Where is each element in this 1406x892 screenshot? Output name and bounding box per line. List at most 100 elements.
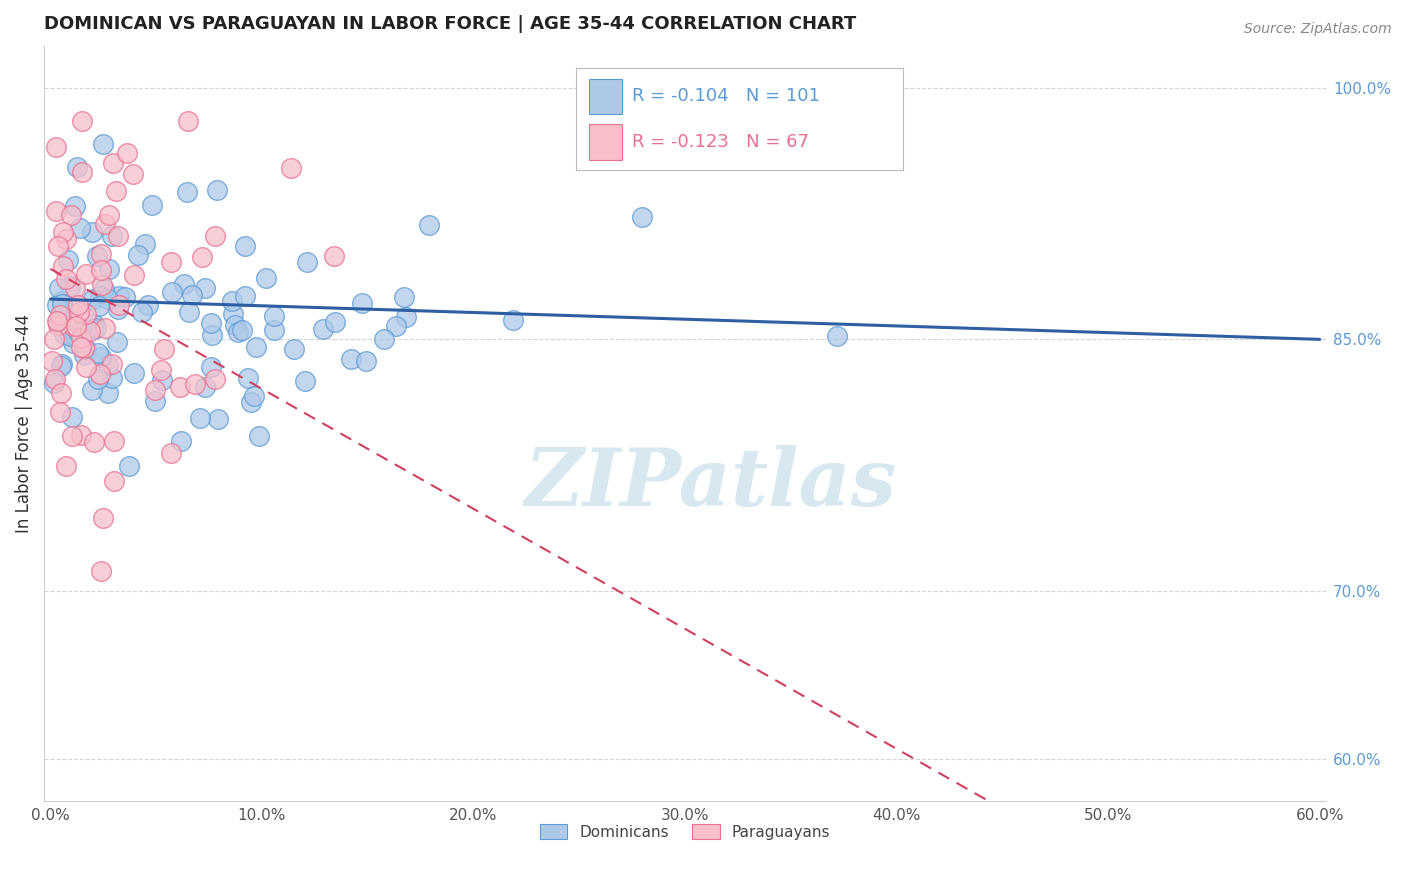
Point [70,164,93,178]
Point [101,371,124,385]
Point [45,204,67,219]
Point [236,371,259,385]
Point [221,294,243,309]
Point [339,351,361,366]
Point [243,389,266,403]
Point [90,351,112,365]
Point [49,308,72,322]
Point [354,354,377,368]
Point [325,886,347,892]
Point [247,429,270,443]
Point [41,354,63,368]
Point [204,228,226,243]
Y-axis label: In Labor Force | Age 35-44: In Labor Force | Age 35-44 [15,314,32,533]
Point [84,321,107,335]
Point [60,208,83,222]
Point [93,218,115,232]
Point [222,307,245,321]
Point [226,326,249,340]
Point [631,210,654,224]
Point [160,285,183,300]
Point [69,428,91,442]
Point [200,316,222,330]
Point [55,459,77,474]
Point [66,160,89,174]
Point [131,304,153,318]
Point [134,237,156,252]
Point [280,161,302,175]
Legend: Dominicans, Paraguayans: Dominicans, Paraguayans [534,818,837,847]
Point [52,259,75,273]
Point [97,385,120,400]
Point [153,342,176,356]
Point [159,255,181,269]
Point [121,167,143,181]
Point [44,372,66,386]
Text: ZIPatlas: ZIPatlas [524,445,897,523]
Point [46,298,69,312]
Point [89,299,111,313]
Point [67,305,90,319]
Point [311,322,333,336]
Point [177,305,200,319]
Point [294,374,316,388]
Point [103,474,125,488]
Point [352,296,374,310]
Point [176,186,198,200]
Point [79,324,101,338]
Point [93,282,115,296]
Point [263,309,285,323]
Point [51,385,73,400]
Point [373,331,395,345]
Point [98,208,121,222]
Point [75,267,97,281]
Point [105,185,128,199]
Point [149,363,172,377]
Point [100,229,122,244]
Point [45,314,67,328]
Point [89,367,111,381]
Point [240,394,263,409]
Point [82,292,104,306]
Point [323,315,346,329]
Point [45,140,67,154]
Point [418,218,440,232]
Point [191,250,214,264]
Point [141,197,163,211]
Point [55,271,77,285]
Point [62,318,84,333]
Point [75,307,97,321]
Point [63,199,86,213]
Point [177,114,200,128]
Point [51,225,73,239]
Point [201,328,224,343]
Point [145,393,167,408]
Point [70,340,93,354]
Point [122,268,145,282]
Point [150,373,173,387]
Point [101,156,124,170]
Point [46,313,69,327]
Point [69,221,91,235]
Point [53,326,76,341]
Point [184,377,207,392]
Point [295,255,318,269]
Point [75,359,97,374]
Point [233,288,256,302]
Point [205,183,228,197]
Point [91,136,114,151]
Point [89,289,111,303]
Point [207,411,229,425]
Point [90,263,112,277]
Point [173,277,195,291]
Point [91,511,114,525]
Point [233,238,256,252]
Point [101,357,124,371]
Point [224,318,246,332]
Point [65,318,87,333]
Point [90,247,112,261]
Point [51,357,73,371]
Point [97,292,120,306]
Point [82,322,104,336]
Point [114,290,136,304]
